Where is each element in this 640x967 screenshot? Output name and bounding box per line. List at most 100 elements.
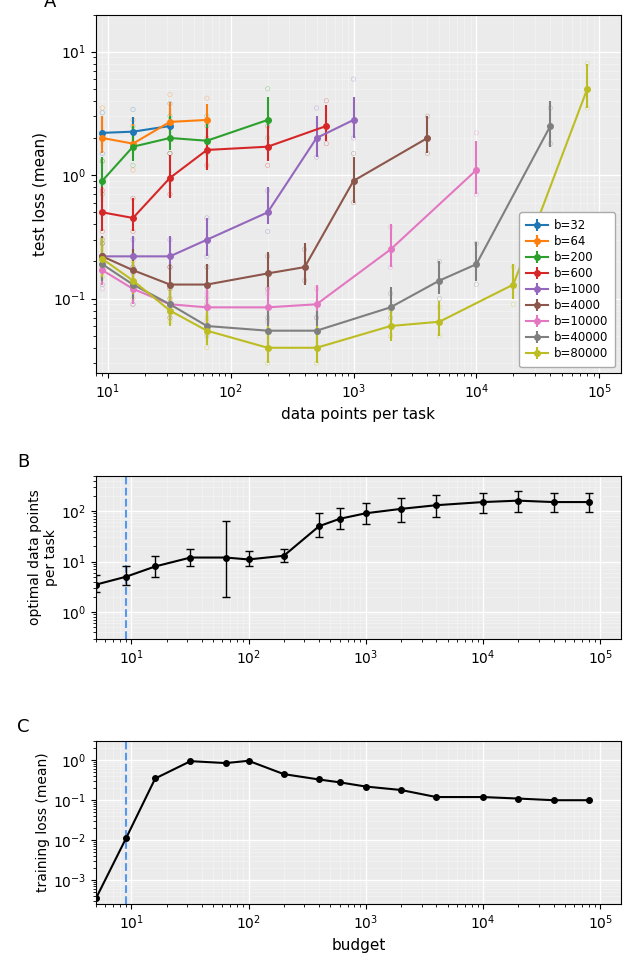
- Point: [202, 249, 212, 264]
- Point: [128, 297, 138, 312]
- Point: [165, 314, 175, 330]
- Point: [165, 96, 175, 111]
- Point: [128, 297, 138, 312]
- Point: [262, 310, 273, 326]
- Point: [471, 277, 481, 292]
- Point: [128, 232, 138, 248]
- Text: B: B: [17, 453, 29, 471]
- Point: [262, 158, 273, 173]
- Point: [128, 291, 138, 307]
- Point: [582, 56, 593, 72]
- Point: [128, 118, 138, 133]
- Text: A: A: [44, 0, 56, 11]
- Point: [128, 190, 138, 206]
- Legend: b=32, b=64, b=200, b=600, b=1000, b=4000, b=10000, b=40000, b=80000: b=32, b=64, b=200, b=600, b=1000, b=4000…: [519, 213, 615, 367]
- Point: [300, 273, 310, 288]
- Point: [165, 259, 175, 275]
- Point: [165, 108, 175, 124]
- Point: [165, 187, 175, 202]
- Y-axis label: test loss (mean): test loss (mean): [33, 132, 47, 255]
- Point: [97, 249, 108, 264]
- Point: [385, 303, 396, 318]
- Point: [508, 297, 518, 312]
- Point: [385, 286, 396, 302]
- Point: [97, 154, 108, 169]
- Point: [202, 310, 212, 326]
- Point: [97, 236, 108, 251]
- Point: [262, 118, 273, 133]
- Point: [435, 300, 445, 315]
- Point: [128, 158, 138, 173]
- Point: [262, 356, 273, 371]
- Point: [321, 136, 332, 152]
- Point: [165, 87, 175, 103]
- Point: [202, 108, 212, 124]
- Point: [312, 356, 322, 371]
- Point: [312, 149, 322, 164]
- Point: [97, 249, 108, 264]
- Point: [312, 323, 322, 338]
- Point: [471, 236, 481, 251]
- Point: [165, 131, 175, 146]
- Point: [128, 112, 138, 128]
- Point: [471, 187, 481, 202]
- Point: [128, 102, 138, 117]
- Point: [128, 266, 138, 281]
- Point: [202, 291, 212, 307]
- Point: [202, 340, 212, 356]
- Y-axis label: training loss (mean): training loss (mean): [36, 753, 50, 893]
- Point: [165, 259, 175, 275]
- Point: [165, 232, 175, 248]
- Point: [202, 118, 212, 133]
- Point: [385, 328, 396, 343]
- Point: [165, 118, 175, 133]
- Point: [165, 146, 175, 161]
- Point: [128, 281, 138, 297]
- Point: [312, 281, 322, 297]
- Point: [385, 310, 396, 326]
- Point: [545, 136, 556, 152]
- Point: [202, 158, 212, 173]
- Point: [128, 223, 138, 239]
- Point: [348, 72, 358, 87]
- Point: [385, 220, 396, 235]
- Point: [165, 291, 175, 307]
- Point: [300, 242, 310, 257]
- Text: C: C: [17, 718, 30, 736]
- Point: [165, 281, 175, 297]
- Point: [97, 236, 108, 251]
- Point: [202, 146, 212, 161]
- Point: [202, 91, 212, 106]
- Point: [262, 286, 273, 302]
- Point: [435, 328, 445, 343]
- Point: [97, 269, 108, 284]
- Point: [165, 146, 175, 161]
- Point: [202, 259, 212, 275]
- Point: [97, 183, 108, 198]
- Point: [97, 146, 108, 161]
- Point: [348, 131, 358, 146]
- Point: [165, 281, 175, 297]
- Point: [128, 253, 138, 269]
- Point: [262, 281, 273, 297]
- Point: [97, 187, 108, 202]
- Point: [262, 323, 273, 338]
- Point: [262, 183, 273, 198]
- Point: [165, 310, 175, 326]
- Point: [508, 259, 518, 275]
- Point: [471, 125, 481, 140]
- Point: [385, 259, 396, 275]
- Point: [202, 297, 212, 312]
- Point: [128, 162, 138, 178]
- X-axis label: budget: budget: [332, 938, 385, 953]
- Point: [128, 259, 138, 275]
- Point: [321, 93, 332, 108]
- Point: [545, 101, 556, 116]
- Point: [97, 101, 108, 116]
- Point: [435, 253, 445, 269]
- Point: [97, 131, 108, 146]
- Point: [262, 249, 273, 264]
- Point: [312, 340, 322, 356]
- Point: [128, 259, 138, 275]
- Point: [97, 105, 108, 121]
